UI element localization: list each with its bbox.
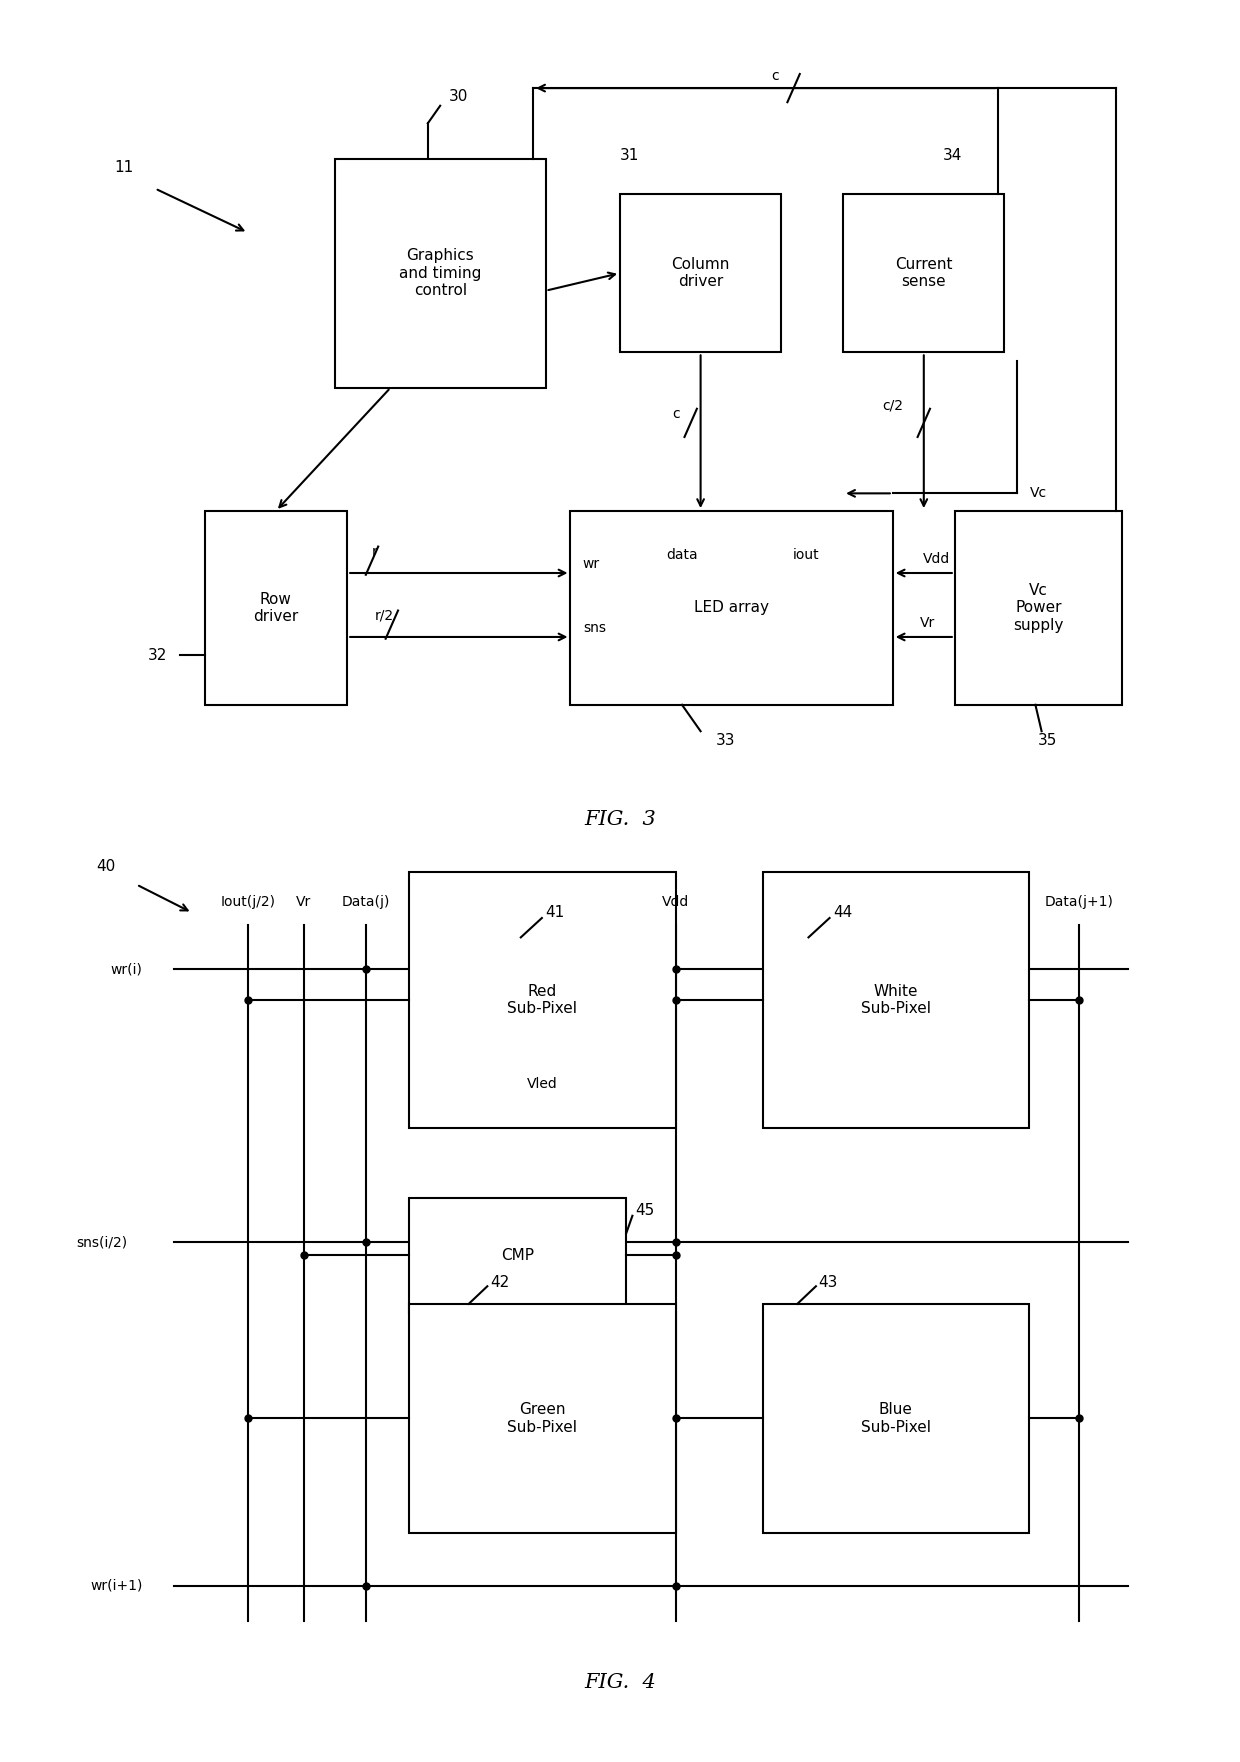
Text: Data(j+1): Data(j+1) xyxy=(1044,895,1114,909)
Bar xyxy=(205,511,347,705)
Text: data: data xyxy=(666,548,698,562)
Text: Green
Sub-Pixel: Green Sub-Pixel xyxy=(507,1403,578,1434)
Text: Column
driver: Column driver xyxy=(671,257,730,289)
Bar xyxy=(570,511,893,705)
Text: 44: 44 xyxy=(833,906,853,920)
Text: sns: sns xyxy=(583,622,606,634)
Text: 31: 31 xyxy=(620,148,640,162)
Text: c/2: c/2 xyxy=(883,398,903,412)
Text: Vc: Vc xyxy=(1030,486,1047,500)
Text: 11: 11 xyxy=(114,160,134,174)
Text: 34: 34 xyxy=(942,148,962,162)
Text: iout: iout xyxy=(792,548,820,562)
Text: FIG.  4: FIG. 4 xyxy=(584,1674,656,1692)
Text: c: c xyxy=(672,407,680,421)
Text: Blue
Sub-Pixel: Blue Sub-Pixel xyxy=(861,1403,931,1434)
Bar xyxy=(620,194,781,352)
Text: 45: 45 xyxy=(635,1203,655,1218)
Text: r/2: r/2 xyxy=(374,610,394,622)
Text: LED array: LED array xyxy=(694,601,769,615)
Text: r: r xyxy=(372,544,377,559)
Text: Current
sense: Current sense xyxy=(895,257,952,289)
Text: Vdd: Vdd xyxy=(923,552,950,566)
Text: 35: 35 xyxy=(1038,733,1058,747)
Text: 41: 41 xyxy=(546,906,565,920)
Bar xyxy=(955,511,1122,705)
Text: Iout(j/2): Iout(j/2) xyxy=(221,895,275,909)
Text: 43: 43 xyxy=(818,1276,838,1290)
Bar xyxy=(409,1198,626,1313)
Text: 30: 30 xyxy=(449,90,469,104)
Text: Data(j): Data(j) xyxy=(341,895,391,909)
Text: Row
driver: Row driver xyxy=(253,592,299,624)
Text: White
Sub-Pixel: White Sub-Pixel xyxy=(861,983,931,1017)
Text: 40: 40 xyxy=(95,860,115,874)
Text: 33: 33 xyxy=(715,733,735,747)
Text: FIG.  3: FIG. 3 xyxy=(584,811,656,828)
Bar xyxy=(763,872,1029,1128)
Text: wr(i): wr(i) xyxy=(110,962,143,976)
Text: 42: 42 xyxy=(490,1276,510,1290)
Text: wr(i+1): wr(i+1) xyxy=(91,1579,143,1593)
Bar xyxy=(763,1304,1029,1533)
Text: Red
Sub-Pixel: Red Sub-Pixel xyxy=(507,983,578,1017)
Text: CMP: CMP xyxy=(501,1247,534,1263)
Text: Vr: Vr xyxy=(920,617,935,629)
Text: c: c xyxy=(771,69,779,83)
Text: wr: wr xyxy=(583,557,600,571)
Bar xyxy=(843,194,1004,352)
Text: sns(i/2): sns(i/2) xyxy=(77,1235,128,1249)
Text: 32: 32 xyxy=(148,648,167,663)
Bar xyxy=(335,159,546,388)
Text: Vc
Power
supply: Vc Power supply xyxy=(1013,583,1064,633)
Text: Vr: Vr xyxy=(296,895,311,909)
Bar xyxy=(409,1304,676,1533)
Bar xyxy=(409,872,676,1128)
Text: Vled: Vled xyxy=(527,1077,558,1091)
Text: Vdd: Vdd xyxy=(662,895,689,909)
Text: Graphics
and timing
control: Graphics and timing control xyxy=(399,248,481,298)
